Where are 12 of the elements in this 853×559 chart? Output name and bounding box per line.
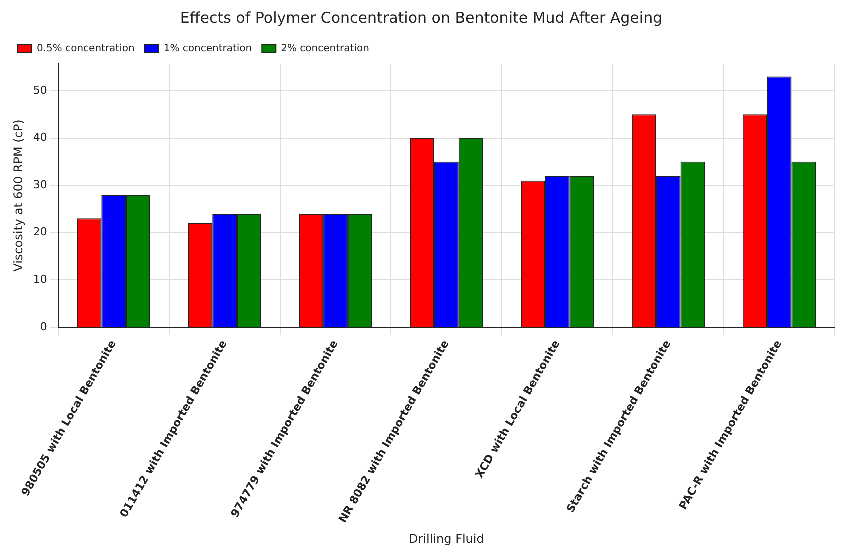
y-tick-label: 30 [33,178,48,192]
legend-label: 1% concentration [164,44,252,55]
chart-title: Effects of Polymer Concentration on Bentonite Mud After Ageing [180,8,663,27]
y-axis-title: Viscosity at 600 RPM (cP) [11,120,26,272]
y-tick-label: 40 [33,131,48,144]
y-tick-label: 0 [40,320,48,334]
y-tick-label: 20 [33,226,48,239]
legend-label: 0.5% concentration [37,44,135,55]
y-tick-label: 10 [33,273,48,286]
x-axis-title: Drilling Fluid [409,532,484,546]
legend-label: 2% concentration [281,44,370,55]
y-tick-label: 50 [33,84,48,97]
